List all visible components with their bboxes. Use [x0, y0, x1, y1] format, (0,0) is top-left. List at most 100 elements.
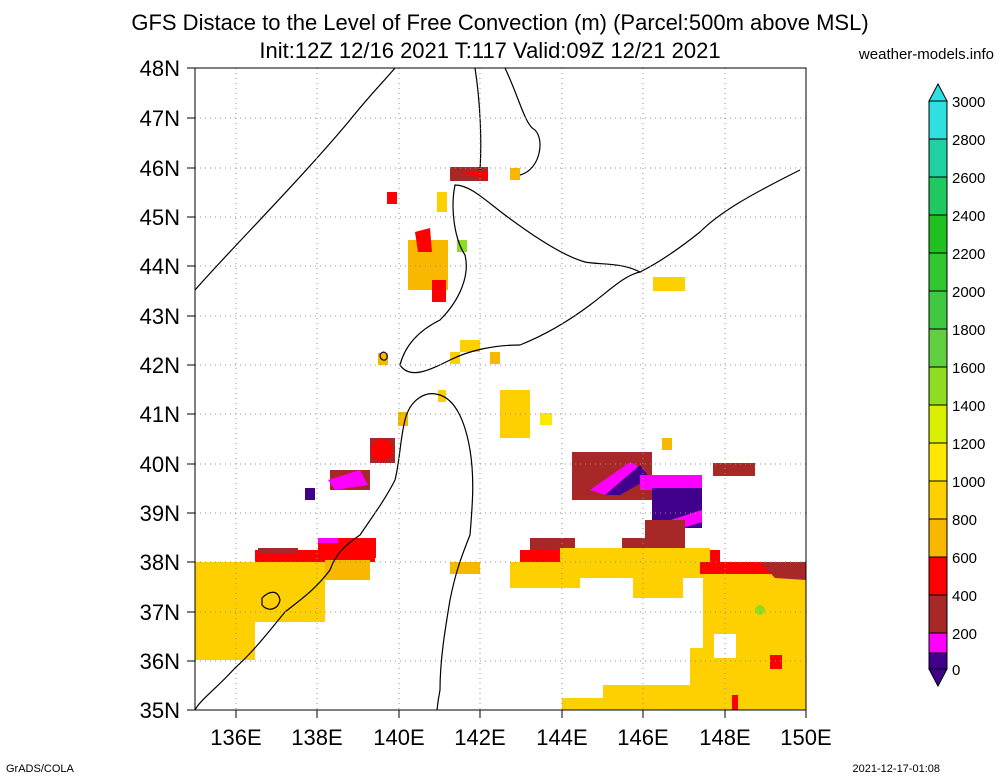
lat-label: 39N	[140, 501, 180, 526]
map-subtitle: Init:12Z 12/16 2021 T:117 Valid:09Z 12/2…	[259, 38, 721, 63]
colorbar-swatch	[928, 518, 948, 558]
field-patch	[713, 463, 755, 476]
field-patch	[371, 439, 393, 461]
field-patch	[690, 648, 710, 710]
map-frame	[194, 67, 807, 711]
colorbar-swatch	[928, 366, 948, 406]
lat-label: 37N	[140, 600, 180, 625]
colorbar-label: 2800	[952, 132, 985, 149]
field-patch	[633, 570, 683, 598]
colorbar-label: 2400	[952, 208, 985, 225]
field-patch	[195, 562, 325, 622]
colorbar	[928, 82, 948, 688]
field-patch	[755, 605, 765, 615]
colorbar-label: 2000	[952, 284, 985, 301]
lon-labels: 136E 138E 140E 142E 144E 146E 148E 150E	[210, 725, 831, 750]
field-patch	[460, 340, 480, 352]
lat-label: 38N	[140, 550, 180, 575]
colorbar-swatch	[928, 442, 948, 482]
colorbar-label: 1200	[952, 436, 985, 453]
lat-label: 42N	[140, 353, 180, 378]
field-patch	[437, 192, 447, 212]
hokkaido-coastline	[399, 184, 642, 374]
colorbar-label: 3000	[952, 94, 985, 111]
field-patch	[450, 562, 480, 574]
field-patch	[387, 192, 397, 204]
field-patch	[432, 280, 446, 302]
lon-label: 144E	[536, 725, 587, 750]
colorbar-label: 1400	[952, 398, 985, 415]
field-patch	[490, 352, 500, 364]
field-patch	[760, 562, 806, 580]
field-patch	[540, 413, 552, 425]
okushiri-coastline	[379, 351, 388, 361]
lon-label: 148E	[699, 725, 750, 750]
lon-label: 146E	[617, 725, 668, 750]
colorbar-swatch	[928, 594, 948, 634]
lon-label: 136E	[210, 725, 261, 750]
colorbar-label: 2600	[952, 170, 985, 187]
sakhalin-coastline	[474, 67, 541, 176]
colorbar-swatch	[928, 214, 948, 254]
field-patch	[732, 695, 738, 710]
colorbar-label: 0	[952, 662, 960, 679]
colorbar-swatch	[928, 404, 948, 444]
field-patch	[770, 655, 782, 669]
colorbar-label: 1600	[952, 360, 985, 377]
footer-timestamp: 2021-12-17-01:08	[852, 763, 940, 775]
field-patch	[510, 562, 580, 588]
lat-label: 44N	[140, 254, 180, 279]
field-patch	[510, 168, 520, 180]
site-label: weather-models.info	[858, 46, 994, 63]
lat-label: 43N	[140, 304, 180, 329]
field-patch	[258, 548, 298, 554]
data-field	[195, 167, 806, 710]
grid	[195, 68, 806, 710]
field-patch	[398, 412, 408, 426]
sado-coastline	[261, 591, 281, 610]
lat-label: 48N	[140, 56, 180, 81]
lon-ticks	[235, 710, 807, 718]
honshu-coastline	[194, 393, 474, 711]
colorbar-swatch	[928, 556, 948, 596]
field-patch	[318, 538, 338, 543]
field-patch	[653, 277, 685, 291]
lat-label: 40N	[140, 452, 180, 477]
field-patch	[662, 438, 672, 450]
field-patch	[415, 228, 432, 252]
map-title: GFS Distace to the Level of Free Convect…	[131, 10, 869, 35]
footer-left-label: GrADS/COLA	[6, 763, 74, 775]
colorbar-swatch	[928, 100, 948, 140]
lat-label: 46N	[140, 156, 180, 181]
colorbar-label: 2200	[952, 246, 985, 263]
lon-label: 138E	[291, 725, 342, 750]
field-patch	[590, 462, 645, 495]
colorbar-top-arrow	[928, 82, 948, 102]
lon-label: 142E	[454, 725, 505, 750]
colorbar-swatch	[928, 138, 948, 178]
asia-coastline	[194, 67, 396, 291]
field-patch	[562, 698, 612, 710]
colorbar-label: 600	[952, 550, 977, 567]
field-patch	[714, 634, 736, 658]
lat-label: 45N	[140, 205, 180, 230]
lat-label: 47N	[140, 106, 180, 131]
field-patch	[305, 488, 315, 500]
lat-label: 36N	[140, 649, 180, 674]
colorbar-swatch	[928, 290, 948, 330]
lat-ticks	[187, 67, 195, 711]
lat-label: 41N	[140, 402, 180, 427]
lat-label: 35N	[140, 698, 180, 723]
field-patch	[605, 465, 650, 495]
colorbar-label: 400	[952, 588, 977, 605]
colorbar-swatch	[928, 652, 948, 670]
colorbar-label: 1800	[952, 322, 985, 339]
colorbar-label: 800	[952, 512, 977, 529]
field-patch	[195, 615, 255, 660]
colorbar-bottom-arrow	[928, 668, 948, 688]
colorbar-label: 1000	[952, 474, 985, 491]
colorbar-swatch	[928, 480, 948, 520]
lat-labels: 48N 47N 46N 45N 44N 43N 42N 41N 40N 39N …	[140, 56, 180, 723]
colorbar-swatch	[928, 176, 948, 216]
